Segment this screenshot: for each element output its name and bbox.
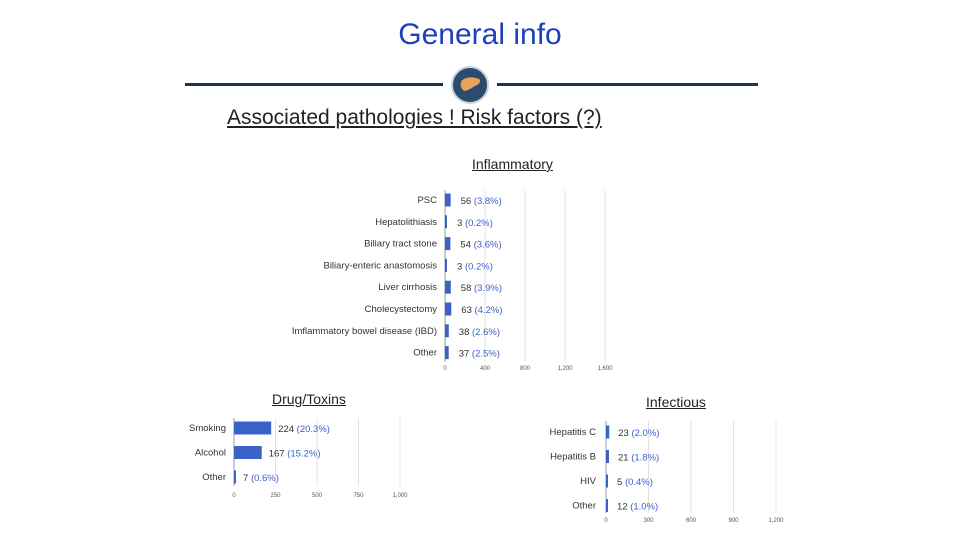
category-label: Biliary-enteric anastomosis: [323, 260, 437, 271]
bar: [606, 425, 610, 439]
liver-icon: [451, 66, 489, 104]
data-label: 63 (4.2%): [461, 305, 502, 316]
section-label-infectious: Infectious: [646, 394, 706, 410]
category-label: HIV: [580, 476, 597, 487]
category-label: Liver cirrhosis: [378, 282, 437, 293]
subtitle: Associated pathologies ! Risk factors (?…: [227, 106, 602, 129]
chart-infectious: 0 300 600 900 1,200 Hepatitis C 23 (2.0%) Hepat…: [550, 421, 784, 524]
data-label: 58 (3.9%): [461, 283, 502, 294]
data-label: 12 (1.0%): [617, 502, 658, 513]
category-label: Hepatolithiasis: [375, 217, 437, 228]
tick-label: 800: [520, 366, 531, 372]
tick-label: 400: [480, 366, 491, 372]
tick-label: 750: [353, 493, 364, 499]
section-label-drug-toxins: Drug/Toxins: [272, 391, 346, 407]
tick-label: 0: [232, 493, 236, 499]
bar: [445, 302, 452, 316]
category-label: Imflammatory bowel disease (IBD): [292, 326, 437, 337]
data-label: 38 (2.6%): [459, 327, 500, 338]
data-label: 23 (2.0%): [618, 428, 659, 439]
category-label: Smoking: [189, 423, 226, 434]
tick-label: 1,200: [768, 518, 784, 524]
bar: [445, 237, 451, 251]
chart-drug-toxins: 0 250 500 750 1,000 Smoking 224 (20.3%) Alcohol…: [189, 418, 408, 499]
data-label: 54 (3.6%): [460, 240, 501, 251]
category-label: Other: [572, 501, 596, 512]
bar: [445, 193, 451, 207]
bar: [445, 215, 447, 229]
bar: [234, 421, 272, 435]
tick-label: 900: [728, 518, 739, 524]
tick-label: 250: [270, 493, 281, 499]
tick-label: 300: [643, 518, 654, 524]
category-label: Cholecystectomy: [365, 304, 438, 315]
header-rule-right: [497, 83, 758, 86]
tick-label: 500: [312, 493, 323, 499]
category-label: Biliary tract stone: [364, 239, 437, 250]
chart-inflammatory: 0 400 800 1,200 1,600 PSC 56 (3.8%) Hepatolithi…: [292, 190, 613, 372]
bar: [445, 258, 447, 272]
tick-label: 1,600: [597, 366, 613, 372]
tick-label: 600: [686, 518, 697, 524]
tick-label: 0: [604, 518, 608, 524]
tick-label: 1,000: [392, 493, 408, 499]
data-label: 167 (15.2%): [269, 449, 321, 460]
category-label: Other: [413, 348, 437, 359]
page-title: General info: [398, 18, 562, 51]
tick-label: 1,200: [557, 366, 573, 372]
data-label: 5 (0.4%): [617, 477, 653, 488]
data-label: 21 (1.8%): [618, 453, 659, 464]
data-label: 3 (0.2%): [457, 218, 493, 229]
bar: [606, 474, 608, 488]
data-label: 56 (3.8%): [461, 196, 502, 207]
section-label-inflammatory: Inflammatory: [472, 156, 553, 172]
bar: [234, 470, 236, 484]
data-label: 224 (20.3%): [278, 424, 330, 435]
data-label: 3 (0.2%): [457, 261, 493, 272]
category-label: Other: [202, 472, 226, 483]
category-label: PSC: [417, 195, 437, 206]
category-label: Alcohol: [195, 448, 226, 459]
category-label: Hepatitis B: [550, 452, 596, 463]
bar: [445, 280, 451, 294]
category-label: Hepatitis C: [550, 427, 597, 438]
bar: [445, 346, 449, 360]
bar: [445, 324, 449, 338]
header-rule-left: [185, 83, 443, 86]
bar: [606, 499, 608, 512]
bar: [234, 446, 262, 459]
bar: [606, 450, 609, 463]
tick-label: 0: [443, 366, 447, 372]
data-label: 37 (2.5%): [459, 349, 500, 360]
data-label: 7 (0.6%): [243, 473, 279, 484]
